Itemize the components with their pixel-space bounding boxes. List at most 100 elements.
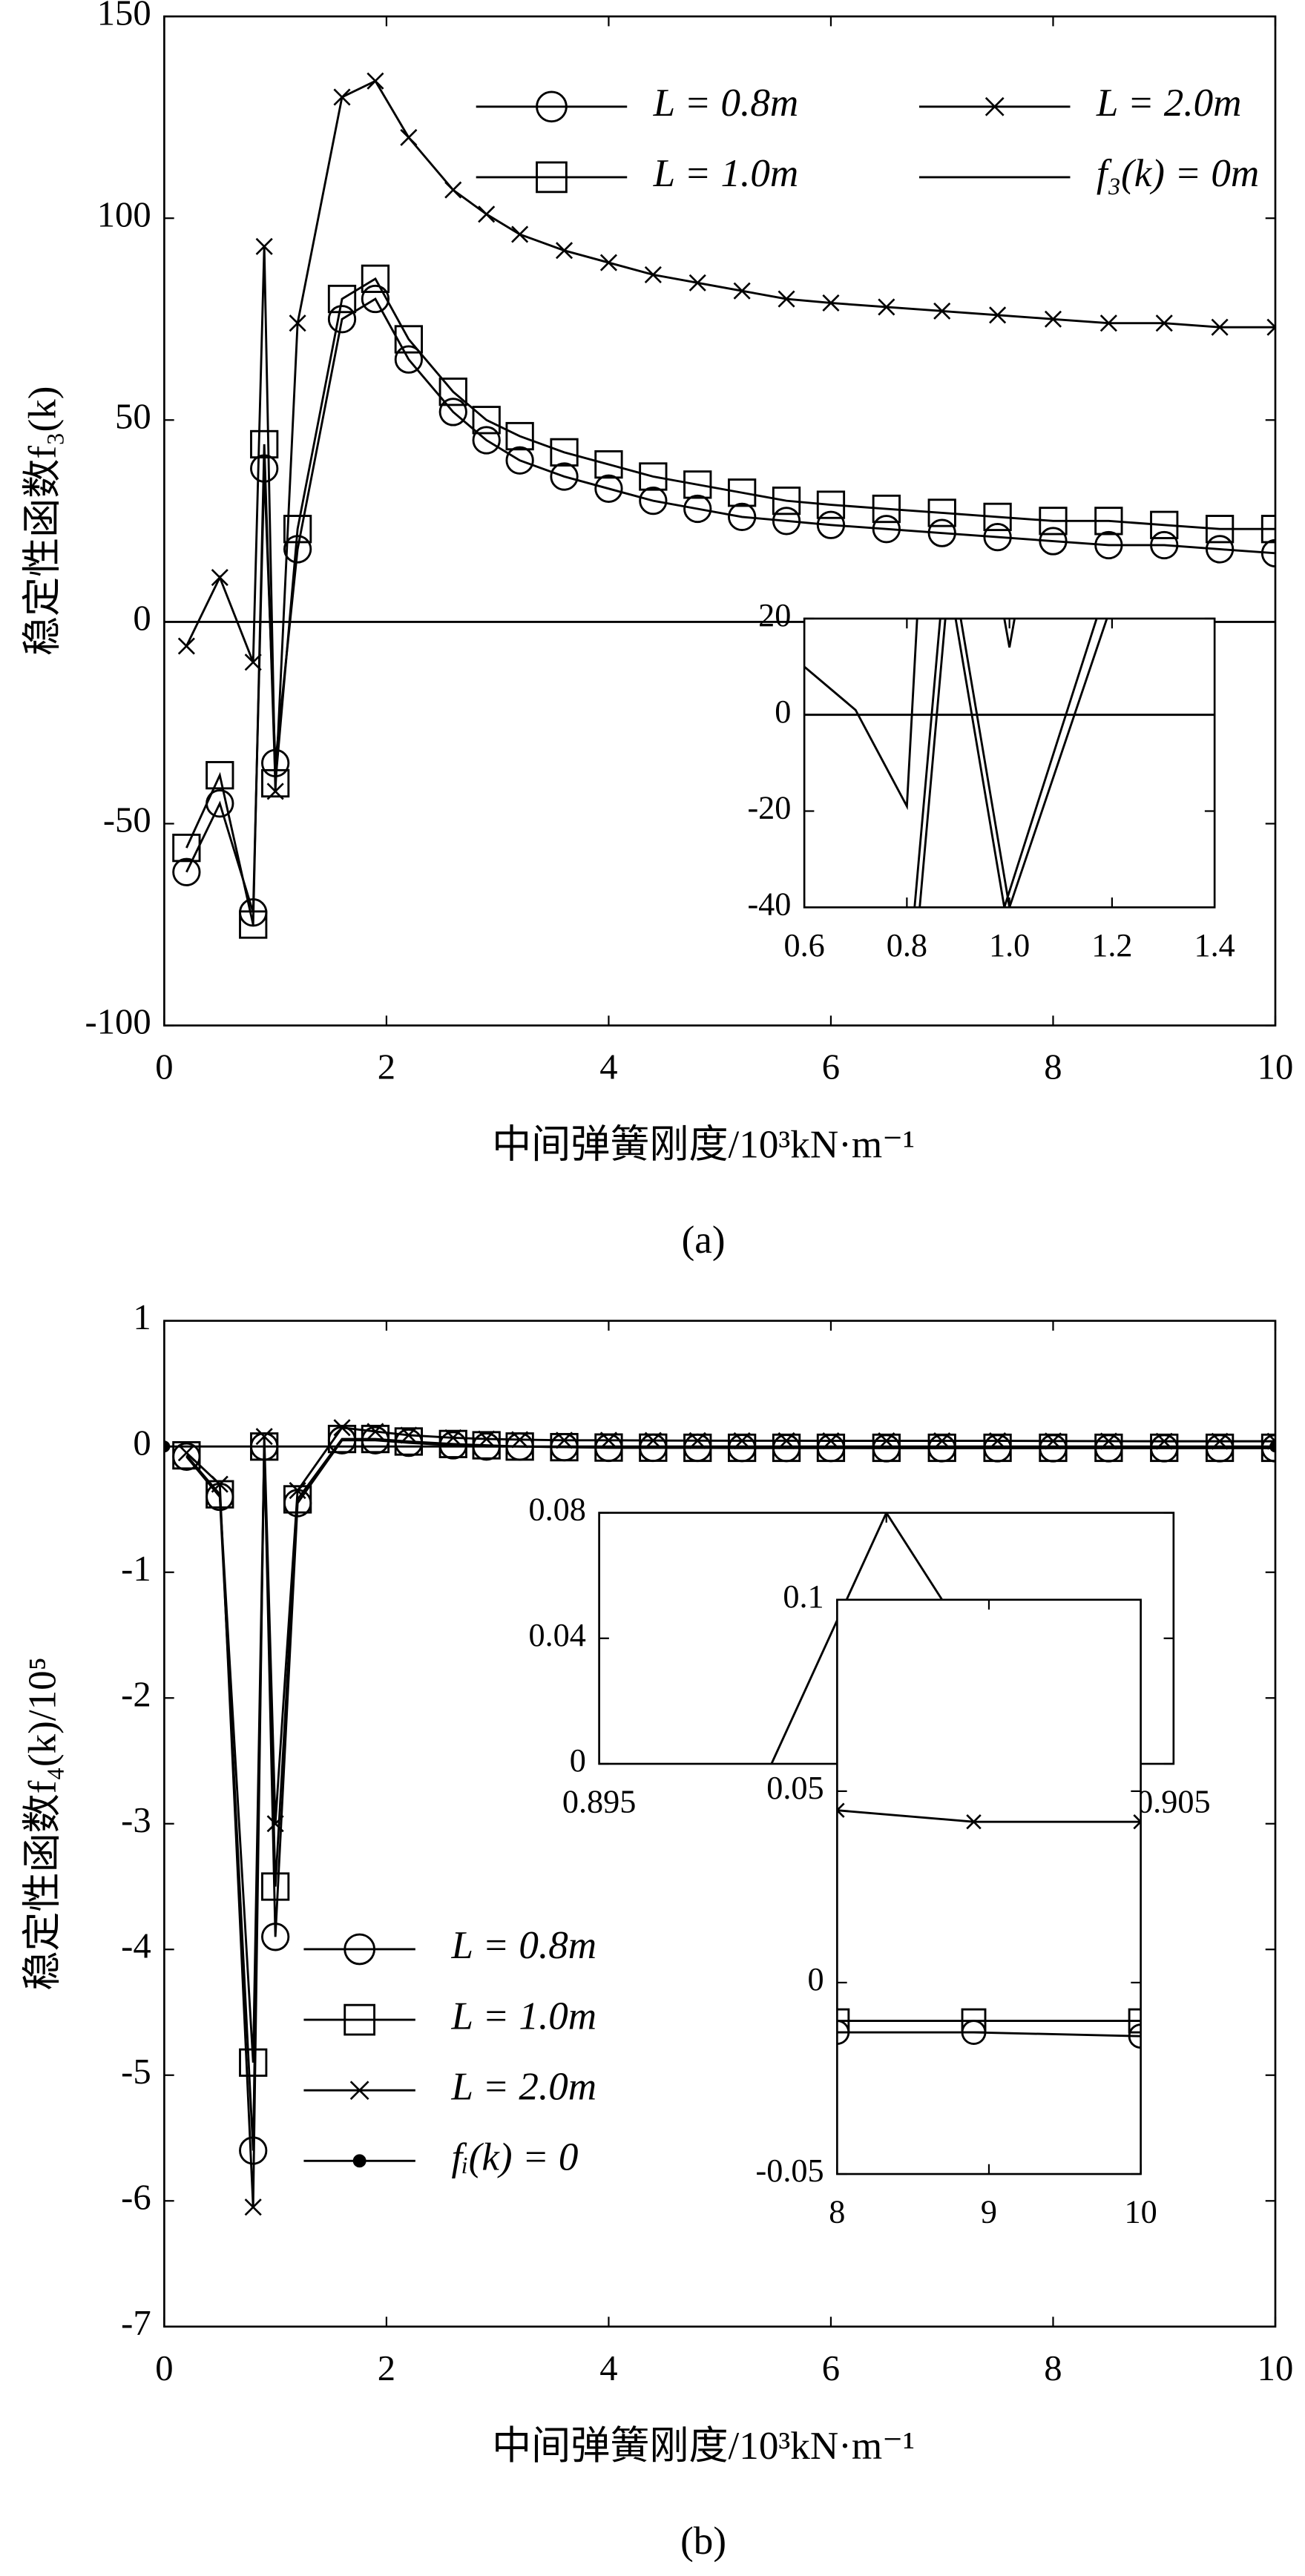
marker-circle xyxy=(438,398,467,426)
marker-square xyxy=(1150,1433,1179,1463)
marker-square xyxy=(594,450,623,479)
marker-x xyxy=(511,1431,529,1449)
marker-x xyxy=(244,2198,262,2216)
x-tick-label: 2 xyxy=(378,2348,395,2388)
marker-x xyxy=(822,294,840,312)
marker-square xyxy=(283,515,312,544)
marker-square xyxy=(728,1433,757,1463)
legend: L = 0.8m L = 1.0m L = 2.0m f₃(k) = 0m xyxy=(476,82,1259,195)
y-tick-label: -20 xyxy=(747,790,791,826)
y-axis-label: 稳定性函数f₃(k) xyxy=(21,386,64,656)
marker-circle xyxy=(1260,538,1275,568)
legend-marker xyxy=(343,2003,375,2036)
series xyxy=(837,1802,1141,1830)
marker-x xyxy=(733,282,751,300)
marker-square xyxy=(394,1427,424,1456)
y-tick-label: 0 xyxy=(570,1742,586,1779)
marker-square xyxy=(261,1872,290,1901)
x-tick-label: 1.0 xyxy=(989,927,1030,963)
y-tick-label: 1 xyxy=(133,1297,151,1337)
marker-x xyxy=(1266,318,1275,336)
x-tick-label: 8 xyxy=(1044,1047,1062,1087)
x-axis-label: 中间弹簧刚度/10³kN·m⁻¹ xyxy=(492,1124,915,1167)
marker-x xyxy=(599,254,617,271)
series xyxy=(172,264,1275,939)
marker-x xyxy=(511,225,529,243)
x-tick-label: 1.2 xyxy=(1091,927,1132,963)
marker-circle xyxy=(327,305,357,334)
legend-label: L = 0.8m xyxy=(653,82,799,125)
marker-x xyxy=(444,1429,462,1446)
marker-square xyxy=(983,1433,1012,1463)
plot-frame xyxy=(836,1598,1142,2175)
legend-label: L = 0.8m xyxy=(451,1924,597,1967)
marker-square xyxy=(327,1424,357,1454)
marker-circle xyxy=(927,518,956,547)
marker-square xyxy=(772,1433,801,1463)
marker-circle xyxy=(816,510,846,539)
marker-x xyxy=(400,128,418,146)
legend-label: L = 1.0m xyxy=(451,1994,597,2038)
marker-circle xyxy=(1094,530,1123,560)
marker-circle xyxy=(728,502,757,532)
marker-x xyxy=(349,2081,369,2101)
marker-square xyxy=(1039,1433,1068,1463)
legend-marker xyxy=(349,2081,369,2101)
marker-square xyxy=(250,429,279,459)
marker-x xyxy=(1211,318,1229,336)
y-tick-label: 0 xyxy=(808,1961,824,1997)
series xyxy=(804,618,1016,811)
plot-area xyxy=(837,1599,1141,2175)
y-tick-label: 150 xyxy=(97,0,151,33)
marker-x xyxy=(1155,314,1173,332)
legend-marker xyxy=(536,161,568,194)
y-tick-label: -7 xyxy=(121,2303,151,2343)
caption: (a) xyxy=(682,1219,726,1262)
x-tick-label: 1.4 xyxy=(1194,927,1235,963)
marker-square xyxy=(283,1485,312,1514)
marker-circle xyxy=(361,284,390,314)
chart: 8 9 10 -0.05 0 0.05 0.1 xyxy=(756,1578,1157,2230)
y-tick-label: -40 xyxy=(747,886,791,922)
marker-square xyxy=(327,284,357,314)
y-tick-label: -50 xyxy=(103,800,151,840)
plot-frame xyxy=(163,1320,1277,2328)
y-axis-label: 稳定性函数f₄(k)/10⁵ xyxy=(21,1657,64,1991)
x-tick-label: 0.905 xyxy=(1137,1783,1211,1819)
marker-square xyxy=(172,833,201,863)
marker-x xyxy=(244,653,262,671)
y-tick-label: -2 xyxy=(121,1674,151,1714)
legend-marker xyxy=(352,2154,366,2168)
y-tick-label: 0.1 xyxy=(783,1578,824,1615)
marker-circle xyxy=(394,345,424,374)
x-axis-label: 中间弹簧刚度/10³kN·m⁻¹ xyxy=(492,2425,915,2468)
marker-square xyxy=(361,264,390,293)
marker-circle xyxy=(1150,530,1179,560)
marker-square xyxy=(343,2003,375,2036)
x-tick-label: 9 xyxy=(981,2193,997,2230)
y-tick-label: 0 xyxy=(775,694,791,730)
marker-circle xyxy=(1039,527,1068,556)
x-tick-label: 0 xyxy=(155,1047,173,1087)
marker-square xyxy=(1205,515,1235,544)
plot-frame xyxy=(803,617,1216,909)
series xyxy=(837,2008,1141,2034)
marker-x xyxy=(555,242,573,260)
marker-x xyxy=(966,1814,982,1830)
legend-marker xyxy=(343,1933,375,1966)
marker-square xyxy=(927,1433,956,1463)
legend-label: fᵢ(k) = 0 xyxy=(452,2136,579,2179)
x-tick-label: 6 xyxy=(822,1047,840,1087)
x-tick-label: 8 xyxy=(1044,2348,1062,2388)
marker-circle xyxy=(772,507,801,536)
marker-circle xyxy=(1205,535,1235,564)
marker-square xyxy=(206,761,234,790)
y-tick-label: -5 xyxy=(121,2052,151,2092)
legend-label: L = 2.0m xyxy=(451,2065,597,2108)
marker-x xyxy=(984,96,1005,116)
marker-x xyxy=(255,1428,273,1446)
marker-x xyxy=(255,237,273,255)
marker-square xyxy=(1150,510,1179,539)
series xyxy=(164,1440,1275,1453)
marker-x xyxy=(989,306,1007,324)
